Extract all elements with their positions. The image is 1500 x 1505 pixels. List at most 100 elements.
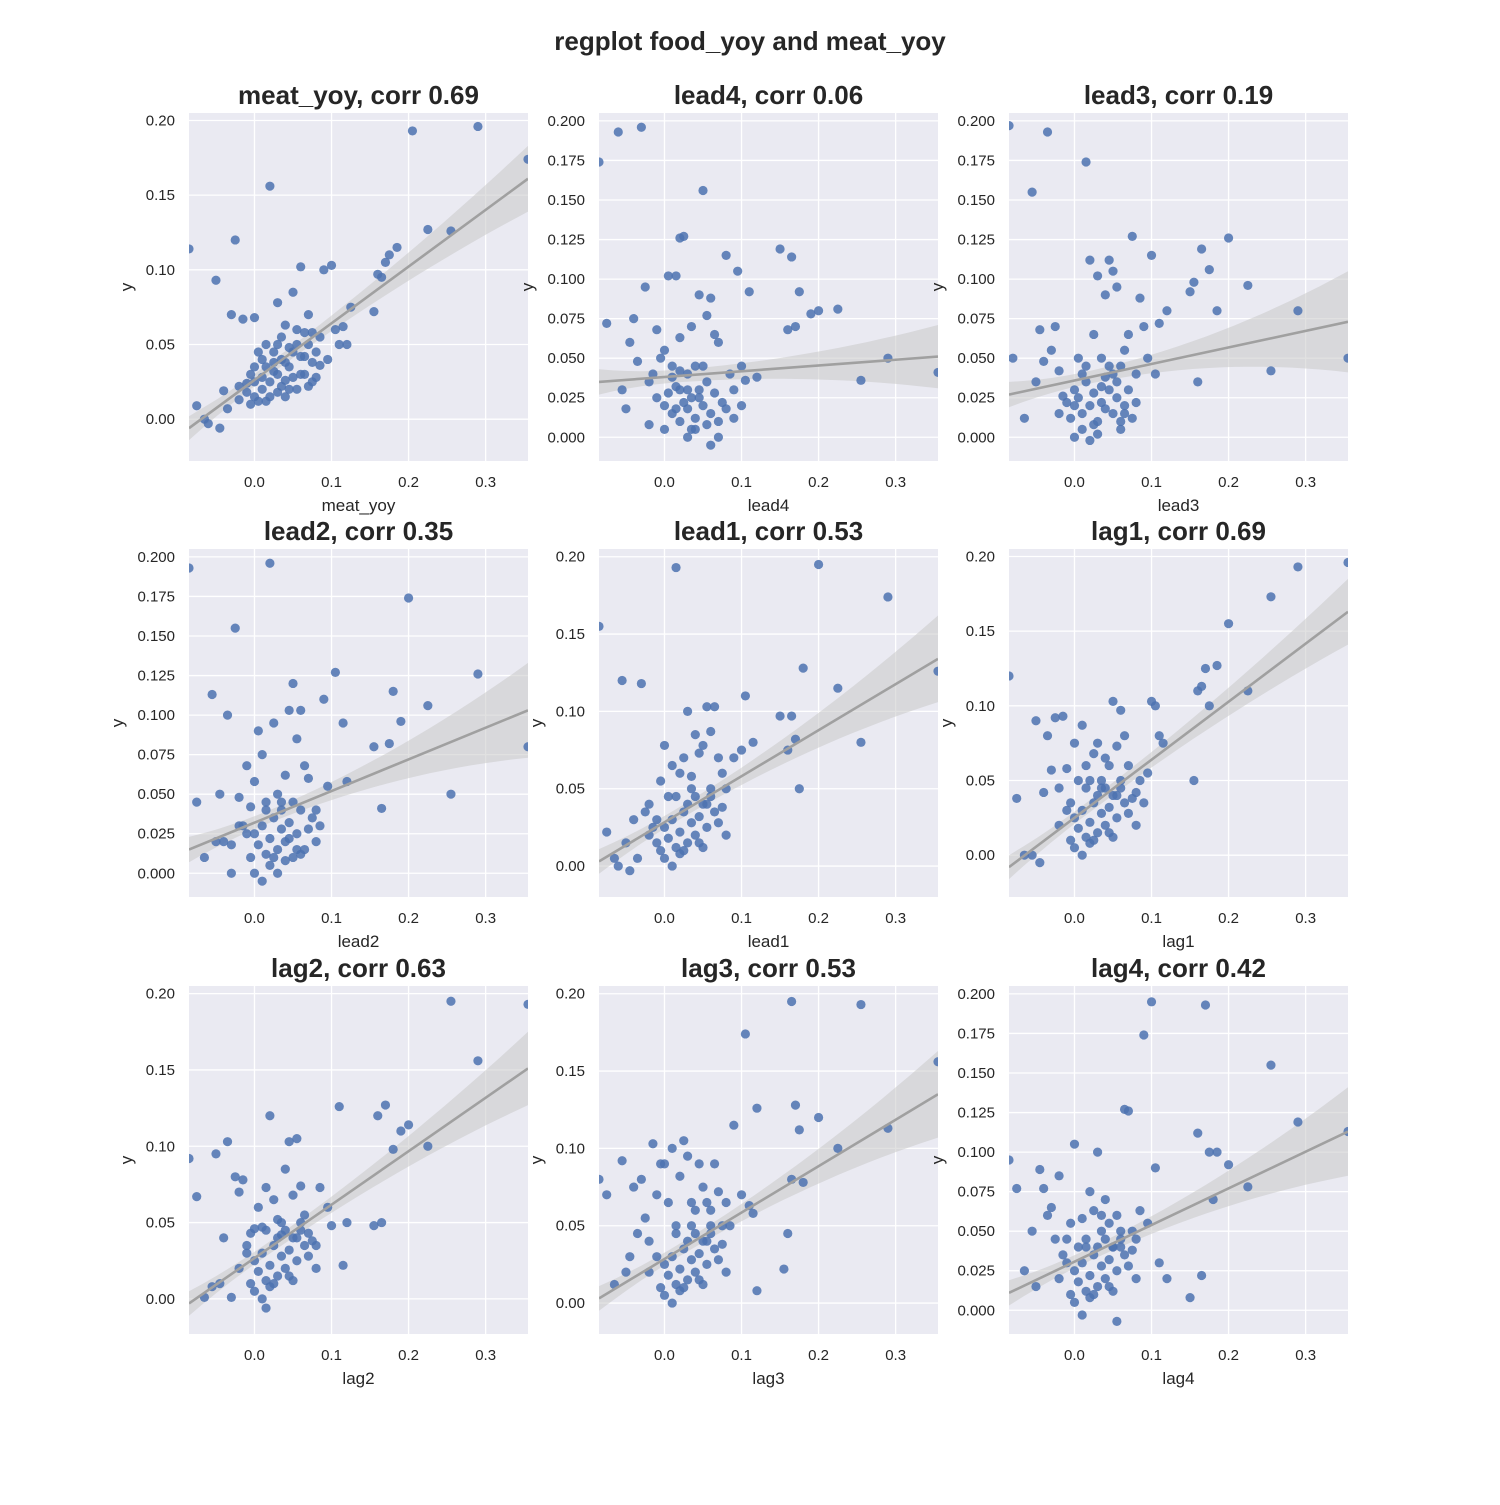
data-point	[280, 320, 290, 330]
data-point	[238, 314, 248, 324]
data-point	[694, 838, 704, 848]
data-point	[284, 833, 294, 844]
regression-line	[189, 177, 528, 430]
data-point	[1009, 353, 1018, 363]
panel-title: lead3, corr 0.19	[1084, 80, 1273, 110]
data-point	[683, 404, 693, 414]
data-point	[303, 773, 314, 783]
data-point	[721, 404, 731, 414]
data-point	[675, 385, 685, 395]
data-point	[219, 1233, 229, 1243]
data-point	[652, 838, 662, 848]
data-point	[249, 313, 260, 323]
data-point	[1108, 696, 1118, 706]
data-point	[242, 761, 252, 771]
data-point	[369, 742, 379, 752]
data-point	[667, 1298, 677, 1308]
data-point	[690, 413, 700, 423]
data-point	[599, 157, 604, 167]
data-point	[1054, 366, 1064, 376]
y-tick-label: 0.10	[966, 698, 995, 715]
data-point	[1119, 798, 1130, 808]
data-point	[783, 325, 793, 335]
confidence-band	[599, 325, 938, 395]
data-point	[621, 404, 631, 414]
data-point	[423, 224, 433, 235]
data-point	[683, 1275, 693, 1285]
data-point	[709, 1244, 720, 1254]
x-axis-label: lag3	[752, 1369, 784, 1388]
data-point	[729, 413, 739, 423]
confidence-band	[189, 662, 528, 863]
y-tick-label: 0.075	[957, 1184, 995, 1201]
data-point	[311, 805, 321, 815]
data-point	[1093, 828, 1103, 838]
data-point	[1266, 366, 1276, 376]
data-point	[269, 347, 279, 357]
x-tick-label: 0.0	[654, 1347, 675, 1364]
data-point	[675, 333, 685, 343]
data-point	[1054, 783, 1064, 793]
data-point	[1131, 369, 1141, 379]
data-point	[1027, 187, 1037, 197]
data-point	[1093, 1281, 1103, 1292]
data-point	[1035, 325, 1045, 335]
data-point	[253, 1202, 263, 1212]
data-point	[721, 250, 731, 260]
data-point	[675, 768, 685, 778]
data-point	[311, 837, 321, 847]
data-point	[1150, 369, 1160, 379]
data-point	[698, 185, 708, 196]
data-point	[1143, 353, 1153, 363]
data-point	[423, 701, 433, 711]
data-point	[713, 416, 724, 427]
data-point	[709, 388, 720, 398]
data-point	[315, 1182, 325, 1193]
data-point	[234, 395, 244, 405]
y-tick-label: 0.025	[547, 390, 585, 407]
y-tick-label: 0.200	[957, 113, 995, 130]
data-point	[775, 711, 785, 721]
y-tick-label: 0.025	[137, 826, 175, 843]
data-point	[246, 399, 256, 409]
data-point	[1108, 266, 1118, 276]
y-tick-label: 0.200	[957, 986, 995, 1003]
data-point	[706, 1221, 716, 1231]
data-point	[211, 1149, 221, 1159]
plot-area	[599, 986, 938, 1334]
data-point	[1062, 397, 1072, 408]
data-point	[369, 307, 379, 317]
data-point	[330, 667, 340, 677]
data-point	[1019, 1266, 1030, 1276]
data-point	[640, 807, 650, 817]
y-axis-label: y	[117, 282, 136, 291]
data-point	[265, 377, 275, 387]
data-point	[1185, 287, 1195, 297]
panel-title: lead4, corr 0.06	[674, 80, 863, 110]
data-point	[663, 388, 673, 398]
data-point	[683, 838, 693, 848]
data-point	[192, 797, 202, 807]
data-point	[249, 829, 260, 839]
data-point	[656, 776, 666, 786]
data-point	[273, 868, 283, 878]
data-point	[629, 1182, 639, 1192]
data-point	[629, 815, 639, 825]
data-point	[659, 1259, 670, 1269]
data-point	[1104, 385, 1114, 395]
data-point	[403, 593, 414, 603]
y-tick-label: 0.025	[957, 390, 995, 407]
panel-1: 0.0 0.1 0.2 0.3 0.00 0.05 0.10 0.15 0.20 meat_yoy…	[117, 80, 528, 515]
data-point	[1093, 1147, 1103, 1157]
data-point	[299, 1210, 310, 1220]
data-point	[1104, 802, 1114, 812]
data-point	[1127, 793, 1137, 804]
y-tick-label: 0.20	[966, 548, 995, 565]
data-point	[1096, 775, 1107, 786]
y-tick-label: 0.000	[957, 1302, 995, 1319]
data-point	[667, 1143, 677, 1153]
data-point	[1135, 293, 1145, 303]
data-point	[713, 1255, 724, 1265]
data-point	[407, 126, 418, 136]
data-point	[288, 287, 298, 297]
